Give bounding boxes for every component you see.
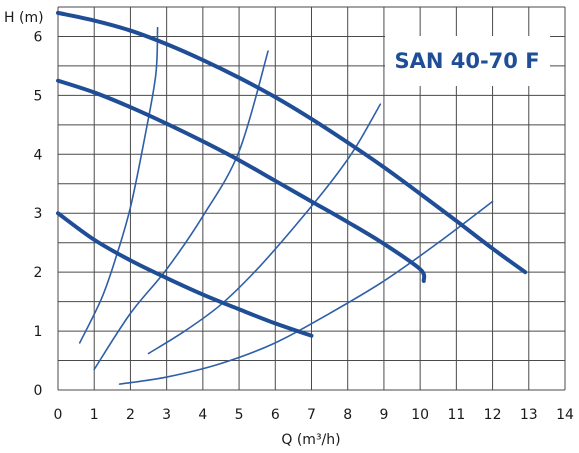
pump-curve — [56, 211, 314, 338]
x-tick-label: 2 — [126, 407, 135, 423]
system-curve — [118, 200, 494, 385]
y-axis-label: H (m) — [4, 10, 44, 26]
x-tick-label: 7 — [307, 407, 316, 423]
pump-curve — [56, 10, 528, 275]
y-tick-label: 5 — [34, 88, 43, 104]
x-tick-label: 13 — [520, 407, 538, 423]
x-tick-label: 6 — [271, 407, 280, 423]
system-curve — [147, 103, 382, 355]
x-tick-label: 14 — [556, 407, 574, 423]
y-tick-labels: 0 1 2 3 4 5 6 — [34, 29, 43, 399]
x-tick-label: 9 — [379, 407, 388, 423]
system-curve — [93, 50, 269, 371]
y-tick-label: 4 — [34, 147, 43, 163]
y-tick-label: 1 — [34, 324, 43, 340]
x-tick-label: 0 — [54, 407, 63, 423]
x-tick-label: 11 — [447, 407, 465, 423]
y-tick-label: 0 — [34, 383, 43, 399]
y-tick-label: 3 — [34, 206, 43, 222]
x-tick-label: 10 — [411, 407, 429, 423]
chart-title: SAN 40-70 F — [394, 49, 539, 73]
y-tick-label: 2 — [34, 265, 43, 281]
system-curves — [78, 26, 494, 385]
x-tick-label: 5 — [235, 407, 244, 423]
x-tick-label: 4 — [198, 407, 207, 423]
x-tick-label: 8 — [343, 407, 352, 423]
x-tick-label: 12 — [484, 407, 502, 423]
x-tick-label: 1 — [90, 407, 99, 423]
x-tick-labels: 0 1 2 3 4 5 6 7 8 9 10 11 12 13 14 — [54, 407, 574, 423]
x-tick-label: 3 — [162, 407, 171, 423]
system-curve — [78, 26, 159, 344]
title-box — [385, 36, 550, 86]
x-axis-label: Q (m³/h) — [281, 432, 340, 448]
pump-curve — [56, 78, 427, 283]
y-tick-label: 6 — [34, 29, 43, 45]
pump-curves — [56, 10, 528, 338]
